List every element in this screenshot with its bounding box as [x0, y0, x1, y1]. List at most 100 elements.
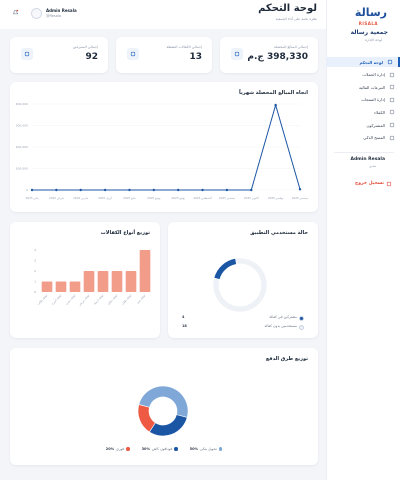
sidebar: رسالة RISALA جمعية رسالة لوحة الإدارة لوحة ا… — [326, 0, 400, 480]
legend-label: فودافون كاش — [151, 447, 173, 451]
line — [32, 103, 301, 191]
menu-item[interactable]: التبرعات المالية — [328, 82, 400, 92]
menu-label: المشتركون — [366, 122, 385, 128]
legend-label: مستخدمين بدون كفالة — [264, 323, 298, 328]
legend-swatch — [126, 447, 130, 451]
menu-label: الكفلاء — [374, 109, 385, 115]
chart-card: 0 1 2 3 4 كفالة طالب كفالة أسرة كفالة مسن كفالة … — [10, 222, 160, 338]
point — [201, 188, 204, 192]
y-tick-label: 4 — [34, 248, 36, 252]
x-tick-label: كفالة مسن — [64, 293, 76, 305]
legend-item: مشتركين في كفالة 4 — [182, 314, 304, 321]
icon — [389, 110, 395, 115]
legend-swatch — [174, 447, 178, 451]
icon — [234, 51, 240, 57]
point — [79, 188, 82, 192]
logout-button[interactable]: تسجيل خروج — [342, 179, 392, 188]
icon — [24, 51, 30, 57]
point — [176, 188, 180, 192]
menu-label: لوحة التحكم — [359, 59, 383, 65]
stat-label: إجمالي المتبرعين — [72, 45, 98, 49]
stat-card: إجمالي المتبرعين 92 — [10, 37, 108, 73]
x-tick-label: مارس 2025 — [73, 196, 89, 200]
icon — [386, 181, 392, 186]
bar — [41, 281, 53, 292]
point — [55, 188, 58, 192]
point — [30, 188, 34, 192]
icon — [389, 97, 395, 102]
bar — [55, 281, 67, 292]
legend-value: 18 — [182, 323, 187, 328]
point — [298, 188, 302, 191]
x-tick-label: كفالة أسرة — [50, 293, 62, 305]
org-name: جمعية رسالة — [350, 29, 388, 36]
menu-item[interactable]: المسح الذكي — [328, 133, 400, 143]
bar — [139, 250, 151, 292]
y-tick-label: 3 — [34, 259, 36, 263]
bar — [97, 271, 109, 292]
point — [103, 188, 107, 192]
logo: رسالة — [354, 6, 387, 19]
menu-label: إدارة المنتجات — [361, 97, 385, 103]
legend-value: 20% — [105, 447, 115, 451]
x-tick-label: ديسمبر 2025 — [292, 196, 309, 200]
x-tick-label: يوليو 2025 — [171, 196, 185, 200]
notification-icon[interactable] — [12, 9, 19, 16]
icon-shape — [234, 51, 240, 57]
y-tick-label: 300,000 — [16, 124, 28, 128]
pie-segment — [148, 414, 188, 437]
chart: 0 100,000 200,000 300,000 400,000 يناير 2025 ف… — [16, 102, 309, 200]
menu-item[interactable]: إدارة المنتجات — [328, 95, 400, 105]
pie-segment — [212, 257, 268, 313]
menu-item[interactable]: إدارة الحملات — [328, 70, 400, 80]
legend-swatch — [298, 324, 304, 330]
x-tick-label: يناير 2025 — [26, 196, 39, 200]
sidebar-user-name: Admin Resala — [350, 157, 385, 162]
stat-value: 92 — [85, 52, 98, 62]
icon — [389, 72, 395, 77]
icon-shape — [24, 51, 30, 57]
legend-label: مشتركين في كفالة — [269, 314, 297, 319]
chart-title: حالة مستخدمي التطبيق — [250, 230, 308, 236]
menu-item[interactable]: الكفلاء — [328, 107, 400, 117]
y-tick-label: 0 — [34, 290, 36, 294]
logo-latin: RISALA — [358, 21, 378, 26]
x-tick-label: يونيو 2025 — [147, 196, 161, 200]
stat-label: إجمالي المبالغ المحصلة — [274, 45, 308, 49]
menu-label: التبرعات المالية — [358, 84, 385, 90]
icon-shape — [130, 51, 136, 57]
y-tick-label: 200,000 — [16, 145, 28, 149]
x-tick-label: فبراير 2025 — [49, 196, 64, 200]
point — [128, 188, 131, 192]
chart — [212, 257, 268, 313]
sidebar-user-role: مدير — [369, 164, 376, 168]
separator — [334, 152, 394, 153]
icon-shape — [389, 122, 395, 128]
chart — [137, 385, 189, 437]
stat-card: إجمالي الكفالات النشطة 13 — [116, 37, 212, 73]
legend-item: مستخدمين بدون كفالة 18 — [182, 323, 304, 330]
menu-label: المسح الذكي — [363, 135, 385, 141]
chart-card: حالة مستخدمي التطبيق مشتركين في كفالة 4 مست… — [168, 222, 318, 338]
y-tick-label: 2 — [34, 269, 36, 273]
x-tick-label: سبتمبر 2025 — [219, 196, 236, 200]
logout-label: تسجيل خروج — [354, 180, 384, 186]
legend-label: فوري — [116, 447, 125, 451]
y-tick-label: 1 — [34, 280, 36, 284]
legend: تحويل بنكي 50% فودافون كاش 30% فوري 20% — [10, 445, 318, 453]
stat-card: إجمالي المبالغ المحصلة 398,330 ج.م — [220, 37, 318, 73]
x-tick-label: أبريل 2025 — [98, 196, 112, 200]
stat-value: 13 — [189, 52, 202, 62]
pie-segment — [137, 404, 156, 433]
page-title: لوحة التحكم — [258, 3, 317, 14]
menu-item[interactable]: المشتركون — [328, 120, 400, 130]
menu-item[interactable]: لوحة التحكم — [326, 57, 400, 67]
bar — [83, 271, 95, 292]
avatar[interactable] — [31, 8, 42, 19]
legend-label: تحويل بنكي — [200, 447, 217, 451]
x-tick-label: مايو 2025 — [123, 196, 136, 200]
legend-value: 4 — [182, 314, 185, 319]
icon — [387, 59, 393, 65]
icon-shape — [389, 135, 395, 140]
org-sub: لوحة الإدارة — [364, 38, 382, 42]
